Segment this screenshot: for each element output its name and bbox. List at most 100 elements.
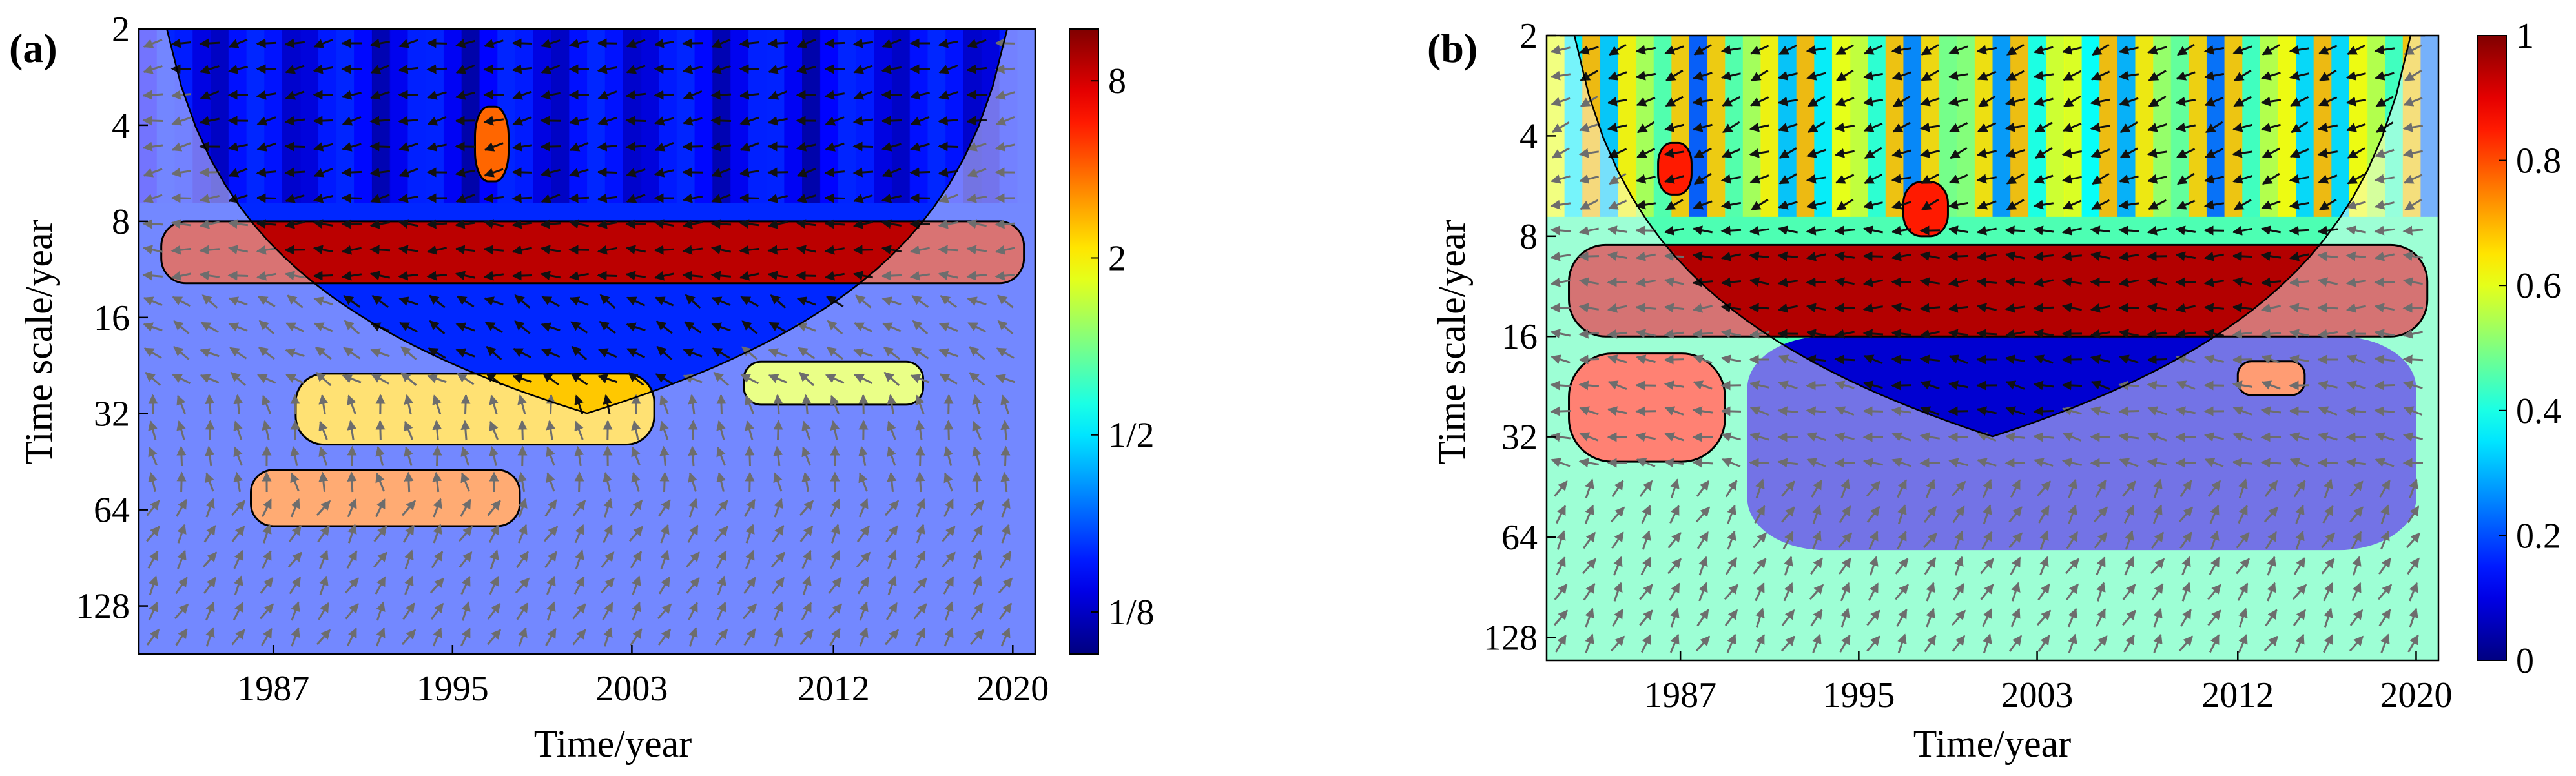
phase-arrow — [711, 168, 731, 178]
phase-arrow — [227, 141, 248, 152]
phase-arrow — [1635, 70, 1656, 81]
phase-arrow — [966, 90, 987, 100]
phase-arrow — [881, 245, 902, 255]
phase-arrow — [994, 38, 1016, 48]
phase-arrow — [347, 445, 357, 467]
phase-arrow — [887, 575, 897, 595]
panel-a-plot-frame — [138, 28, 1036, 655]
phase-arrow — [1806, 148, 1826, 158]
phase-arrow — [319, 549, 329, 569]
phase-arrow — [997, 294, 1014, 309]
phase-arrow — [683, 348, 703, 358]
phase-arrow — [176, 498, 187, 517]
phase-arrow — [1578, 174, 1599, 184]
phase-arrow — [400, 372, 417, 386]
phase-arrow — [540, 90, 561, 100]
phase-arrow — [256, 193, 277, 203]
phase-arrow — [284, 116, 305, 126]
phase-arrow — [426, 142, 448, 152]
phase-arrow — [170, 90, 192, 100]
phase-arrow — [824, 167, 845, 178]
phase-arrow — [660, 549, 670, 569]
phase-arrow — [1664, 45, 1684, 55]
colorbar-tick-label: 0.6 — [2516, 266, 2561, 306]
phase-arrow — [1892, 96, 1911, 107]
phase-arrow — [574, 524, 584, 544]
phase-arrow — [830, 550, 840, 569]
phase-arrow — [544, 499, 557, 517]
phase-arrow — [801, 602, 812, 621]
phase-arrow — [342, 142, 362, 152]
phase-arrow — [287, 294, 304, 309]
phase-arrow — [881, 90, 902, 100]
phase-arrow — [773, 472, 783, 492]
phase-arrow — [205, 445, 215, 467]
phase-arrow — [2203, 45, 2225, 55]
phase-arrow — [483, 271, 504, 281]
phase-arrow — [1749, 45, 1769, 55]
phase-arrow — [148, 601, 158, 621]
phase-arrow — [2204, 96, 2224, 107]
phase-arrow — [799, 500, 814, 516]
phase-arrow — [2147, 123, 2167, 132]
panel-b-cone-of-influence-shading — [1547, 36, 2438, 660]
phase-arrow — [262, 420, 271, 441]
phase-arrow — [483, 193, 504, 203]
colorbar-tick-label: 1/2 — [1108, 416, 1155, 456]
phase-arrow — [313, 39, 333, 48]
phase-arrow — [739, 38, 760, 48]
phase-arrow — [659, 394, 669, 414]
phase-arrow — [546, 446, 555, 466]
phase-arrow — [1693, 71, 1713, 81]
phase-arrow — [1835, 44, 1854, 56]
phase-arrow — [2318, 96, 2338, 107]
phase-arrow — [2034, 45, 2054, 55]
phase-arrow — [943, 498, 954, 518]
phase-arrow — [944, 601, 954, 621]
phase-arrow — [2062, 199, 2082, 210]
phase-arrow — [966, 219, 987, 229]
phase-arrow — [2317, 148, 2338, 158]
phase-arrow — [573, 576, 585, 595]
phase-arrow — [655, 320, 673, 334]
phase-arrow — [943, 627, 954, 647]
phase-arrow — [2061, 251, 2083, 261]
phase-arrow — [826, 346, 843, 360]
phase-arrow — [429, 577, 445, 594]
phase-arrow — [487, 500, 501, 516]
phase-arrow — [1578, 225, 1599, 236]
phase-arrow — [398, 271, 419, 281]
phase-arrow — [1578, 251, 1600, 261]
phase-arrow — [143, 65, 163, 74]
phase-arrow — [317, 525, 330, 543]
phase-arrow — [2118, 199, 2139, 210]
phase-arrow — [256, 167, 277, 178]
phase-arrow — [859, 601, 869, 621]
phase-arrow — [574, 445, 584, 467]
phase-arrow — [256, 90, 277, 100]
x-tick-label: 1987 — [1644, 675, 1716, 715]
phase-arrow — [460, 472, 470, 492]
panel-a-x-ticks: 1987 1995 2003 2012 2020 — [237, 645, 1049, 709]
phase-arrow — [285, 194, 305, 203]
phase-arrow — [995, 116, 1015, 126]
phase-arrow — [2261, 71, 2281, 81]
phase-arrow — [1778, 44, 1798, 56]
phase-arrow — [572, 603, 586, 620]
phase-arrow — [401, 629, 417, 646]
phase-arrow — [205, 601, 215, 621]
phase-arrow — [460, 446, 470, 466]
phase-arrow — [2176, 71, 2196, 81]
phase-arrow — [287, 551, 303, 568]
phase-arrow — [603, 498, 613, 518]
phase-arrow — [682, 245, 703, 255]
phase-arrow — [966, 193, 987, 203]
phase-arrow — [514, 320, 531, 334]
phase-arrow — [2006, 173, 2025, 185]
phase-arrow — [460, 498, 471, 517]
phase-arrow — [288, 525, 302, 542]
phase-arrow — [938, 65, 958, 74]
phase-arrow — [1001, 524, 1011, 544]
phase-arrow — [199, 245, 220, 255]
phase-arrow — [1807, 121, 1826, 133]
